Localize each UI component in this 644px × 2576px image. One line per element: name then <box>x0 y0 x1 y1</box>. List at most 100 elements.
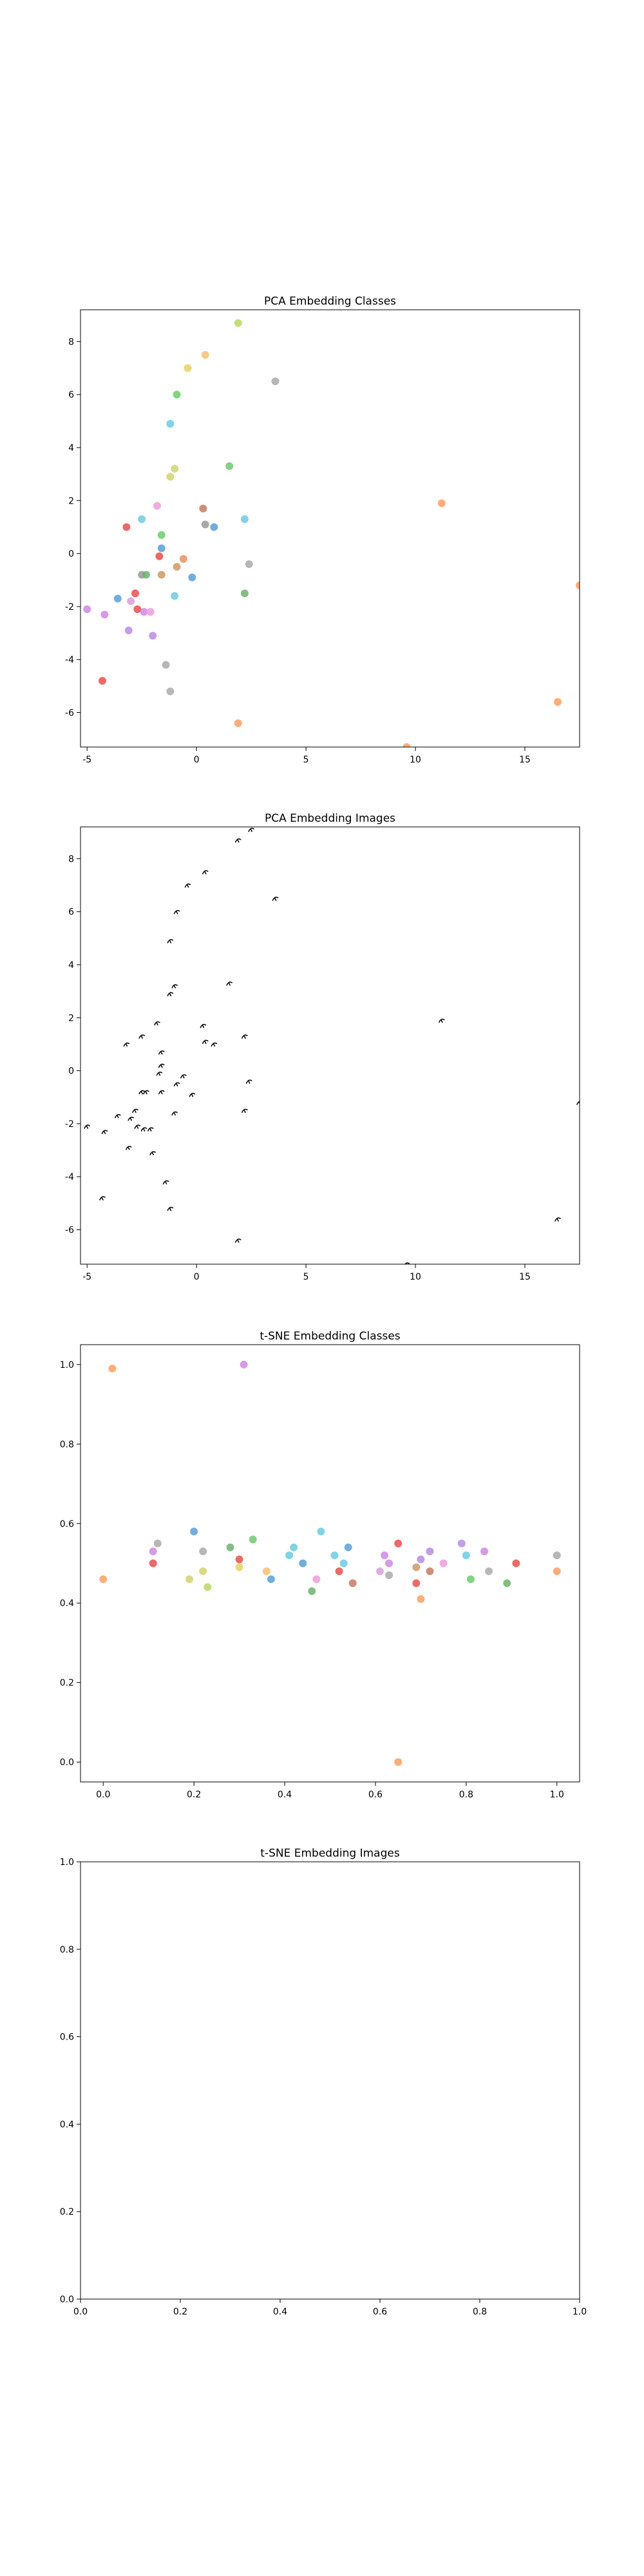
x-tick-label: 0.8 <box>459 1790 473 1800</box>
data-point <box>553 1551 561 1560</box>
image-glyph-point <box>114 1113 121 1119</box>
x-tick-label: 10 <box>410 755 421 765</box>
data-point <box>138 515 146 524</box>
data-point <box>330 1551 339 1560</box>
data-point <box>376 1567 384 1575</box>
x-tick-label: -5 <box>82 755 91 765</box>
x-tick-label: 0.6 <box>368 1790 383 1800</box>
data-point <box>462 1551 470 1560</box>
image-glyph-point <box>158 1050 165 1055</box>
image-glyph-point <box>140 1127 147 1132</box>
data-point <box>339 1559 348 1567</box>
y-tick-label: 0.6 <box>60 2032 74 2043</box>
image-glyph-point <box>138 1090 145 1095</box>
data-point <box>153 502 161 510</box>
data-point <box>385 1571 393 1580</box>
image-glyph-point <box>125 1146 132 1150</box>
data-point <box>249 1535 257 1544</box>
data-point <box>171 464 179 473</box>
data-point <box>166 473 175 481</box>
data-point <box>149 1559 157 1567</box>
y-tick-label: 0.2 <box>60 1678 74 1689</box>
data-point <box>173 390 181 399</box>
data-point <box>412 1563 421 1571</box>
data-point <box>240 1360 248 1368</box>
image-glyph-point <box>156 1072 163 1076</box>
y-tick-label: 0.0 <box>60 2295 74 2305</box>
x-tick-label: 15 <box>519 1272 531 1282</box>
data-point <box>308 1587 316 1595</box>
x-tick-label: 0 <box>194 755 200 765</box>
image-glyph-point <box>245 1079 252 1084</box>
image-glyph-point <box>184 883 191 888</box>
image-glyph-point <box>162 1180 169 1185</box>
y-tick-label: 0.8 <box>60 1945 74 1955</box>
y-tick-label: 0 <box>68 549 74 560</box>
data-point <box>402 743 411 747</box>
data-point <box>290 1543 298 1551</box>
data-point <box>173 563 181 571</box>
image-glyph-point <box>167 1206 174 1211</box>
y-tick-label: 0.6 <box>60 1519 74 1530</box>
data-point <box>166 687 175 696</box>
data-point <box>127 597 135 605</box>
data-point <box>457 1539 466 1548</box>
data-point <box>157 544 166 553</box>
data-point <box>131 589 139 598</box>
y-tick-label: -6 <box>65 1226 74 1236</box>
data-point <box>149 632 157 640</box>
data-point <box>225 462 234 470</box>
image-glyph-point <box>171 984 178 989</box>
points-group <box>99 1360 561 1766</box>
data-point <box>335 1567 343 1575</box>
data-point <box>439 1559 448 1567</box>
data-point <box>381 1551 389 1560</box>
data-point <box>385 1559 393 1567</box>
data-point <box>100 611 109 619</box>
image-glyph-point <box>439 1018 445 1023</box>
x-tick-label: 0.4 <box>273 2307 287 2317</box>
data-point <box>133 605 142 614</box>
image-glyph-point <box>134 1124 141 1129</box>
y-tick-label: 1.0 <box>60 1360 74 1370</box>
y-tick-label: 0.4 <box>60 2119 74 2130</box>
image-glyph-point <box>171 1111 178 1116</box>
x-tick-label: 0.2 <box>173 2307 187 2317</box>
image-glyph-point <box>242 1034 248 1039</box>
x-tick-label: 0.6 <box>373 2307 387 2317</box>
data-point <box>162 661 170 669</box>
y-tick-label: -4 <box>65 655 74 665</box>
data-point <box>201 350 209 359</box>
image-glyph-point <box>272 896 279 901</box>
y-tick-label: 2 <box>68 1013 74 1023</box>
plot-frame <box>80 1861 580 2300</box>
data-point <box>553 1567 561 1575</box>
data-point <box>149 1547 157 1555</box>
y-tick-label: 0 <box>68 1066 74 1077</box>
data-point <box>412 1579 421 1587</box>
x-tick-label: 0.4 <box>278 1790 292 1800</box>
data-point <box>426 1547 434 1555</box>
image-glyph-point <box>234 838 242 843</box>
x-tick-label: -5 <box>82 1272 91 1282</box>
image-glyph-point <box>554 1217 561 1222</box>
x-tick-label: 5 <box>303 1272 309 1282</box>
image-glyph-point <box>180 1074 187 1079</box>
image-glyph-point <box>158 1063 165 1068</box>
image-glyph-point <box>167 939 174 943</box>
image-glyph-point <box>248 828 254 832</box>
y-tick-label: 8 <box>68 854 74 864</box>
data-point <box>576 581 580 589</box>
image-glyph-point <box>132 1108 138 1113</box>
data-point <box>113 594 122 603</box>
x-tick-label: 0 <box>194 1272 200 1282</box>
y-tick-label: 1.0 <box>60 1857 74 1868</box>
data-point <box>234 319 242 327</box>
image-glyph-point <box>189 1092 196 1097</box>
data-point <box>245 560 253 569</box>
data-point <box>146 608 155 616</box>
x-tick-label: 1.0 <box>573 2307 587 2317</box>
image-glyph-point <box>242 1108 248 1113</box>
data-point <box>142 571 150 579</box>
image-glyph-point <box>200 1023 207 1028</box>
